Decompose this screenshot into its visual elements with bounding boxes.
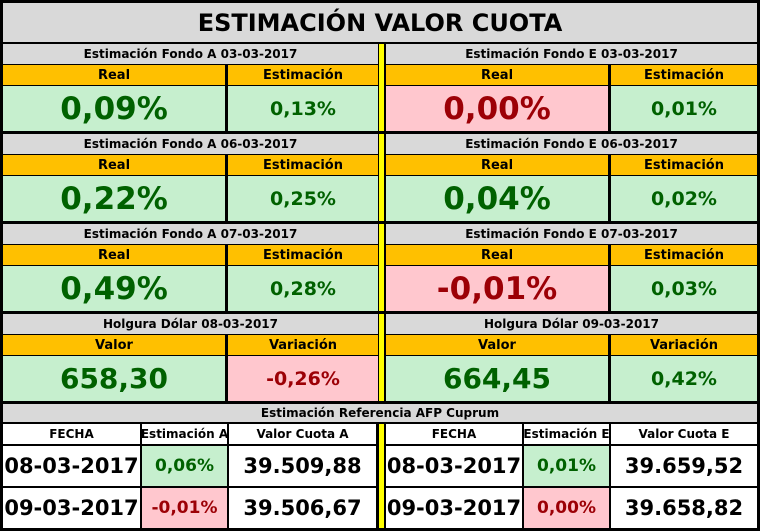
secondary-value: 0,03% [611,266,757,311]
fecha-cell: 08-03-2017 [3,446,140,486]
primary-value: 0,22% [3,176,225,221]
column-header: Estimación [611,245,757,265]
estimacion-cell: 0,06% [142,446,227,486]
column-header: Variación [611,335,757,355]
valor-cuota-column-header: Valor Cuota E [611,424,757,444]
estimacion-column-header: Estimación E [524,424,609,444]
secondary-value: 0,01% [611,86,757,131]
column-header: Estimación [228,65,378,85]
primary-value: 0,00% [386,86,608,131]
block-header-left: Holgura Dólar 08-03-2017 [3,314,378,334]
valor-cuota-column-header: Valor Cuota A [229,424,376,444]
primary-value: 664,45 [386,356,608,401]
valor-cuota-cell: 39.658,82 [611,488,757,528]
fecha-column-header: FECHA [386,424,522,444]
column-separator [379,424,384,528]
secondary-value: 0,02% [611,176,757,221]
column-header: Estimación [228,245,378,265]
block-header-right: Estimación Fondo E 06-03-2017 [386,134,757,154]
column-header: Real [3,245,225,265]
estimacion-column-header: Estimación A [142,424,227,444]
column-header: Valor [3,335,225,355]
column-separator [379,224,384,311]
primary-value: 0,04% [386,176,608,221]
column-header: Real [3,65,225,85]
valor-cuota-cell: 39.506,67 [229,488,376,528]
column-header: Estimación [228,155,378,175]
fecha-cell: 08-03-2017 [386,446,522,486]
primary-value: -0,01% [386,266,608,311]
column-separator [379,134,384,221]
estimacion-cell: -0,01% [142,488,227,528]
primary-value: 0,09% [3,86,225,131]
column-header: Variación [228,335,378,355]
block-header-right: Estimación Fondo E 03-03-2017 [386,44,757,64]
secondary-value: 0,42% [611,356,757,401]
estimacion-cell: 0,01% [524,446,609,486]
fecha-column-header: FECHA [3,424,140,444]
column-header: Real [386,65,608,85]
primary-value: 658,30 [3,356,225,401]
secondary-value: 0,13% [228,86,378,131]
secondary-value: 0,25% [228,176,378,221]
reference-header: Estimación Referencia AFP Cuprum [3,404,757,422]
column-header: Valor [386,335,608,355]
primary-value: 0,49% [3,266,225,311]
column-header: Estimación [611,65,757,85]
secondary-value: -0,26% [228,356,378,401]
column-separator [379,44,384,131]
secondary-value: 0,28% [228,266,378,311]
block-header-right: Estimación Fondo E 07-03-2017 [386,224,757,244]
block-header-left: Estimación Fondo A 03-03-2017 [3,44,378,64]
column-separator [379,314,384,401]
column-header: Real [386,155,608,175]
column-header: Real [3,155,225,175]
estimacion-cell: 0,00% [524,488,609,528]
page-title: ESTIMACIÓN VALOR CUOTA [3,3,757,42]
block-header-left: Estimación Fondo A 06-03-2017 [3,134,378,154]
fecha-cell: 09-03-2017 [3,488,140,528]
block-header-right: Holgura Dólar 09-03-2017 [386,314,757,334]
valor-cuota-cell: 39.509,88 [229,446,376,486]
block-header-left: Estimación Fondo A 07-03-2017 [3,224,378,244]
column-header: Real [386,245,608,265]
column-header: Estimación [611,155,757,175]
fecha-cell: 09-03-2017 [386,488,522,528]
valor-cuota-cell: 39.659,52 [611,446,757,486]
